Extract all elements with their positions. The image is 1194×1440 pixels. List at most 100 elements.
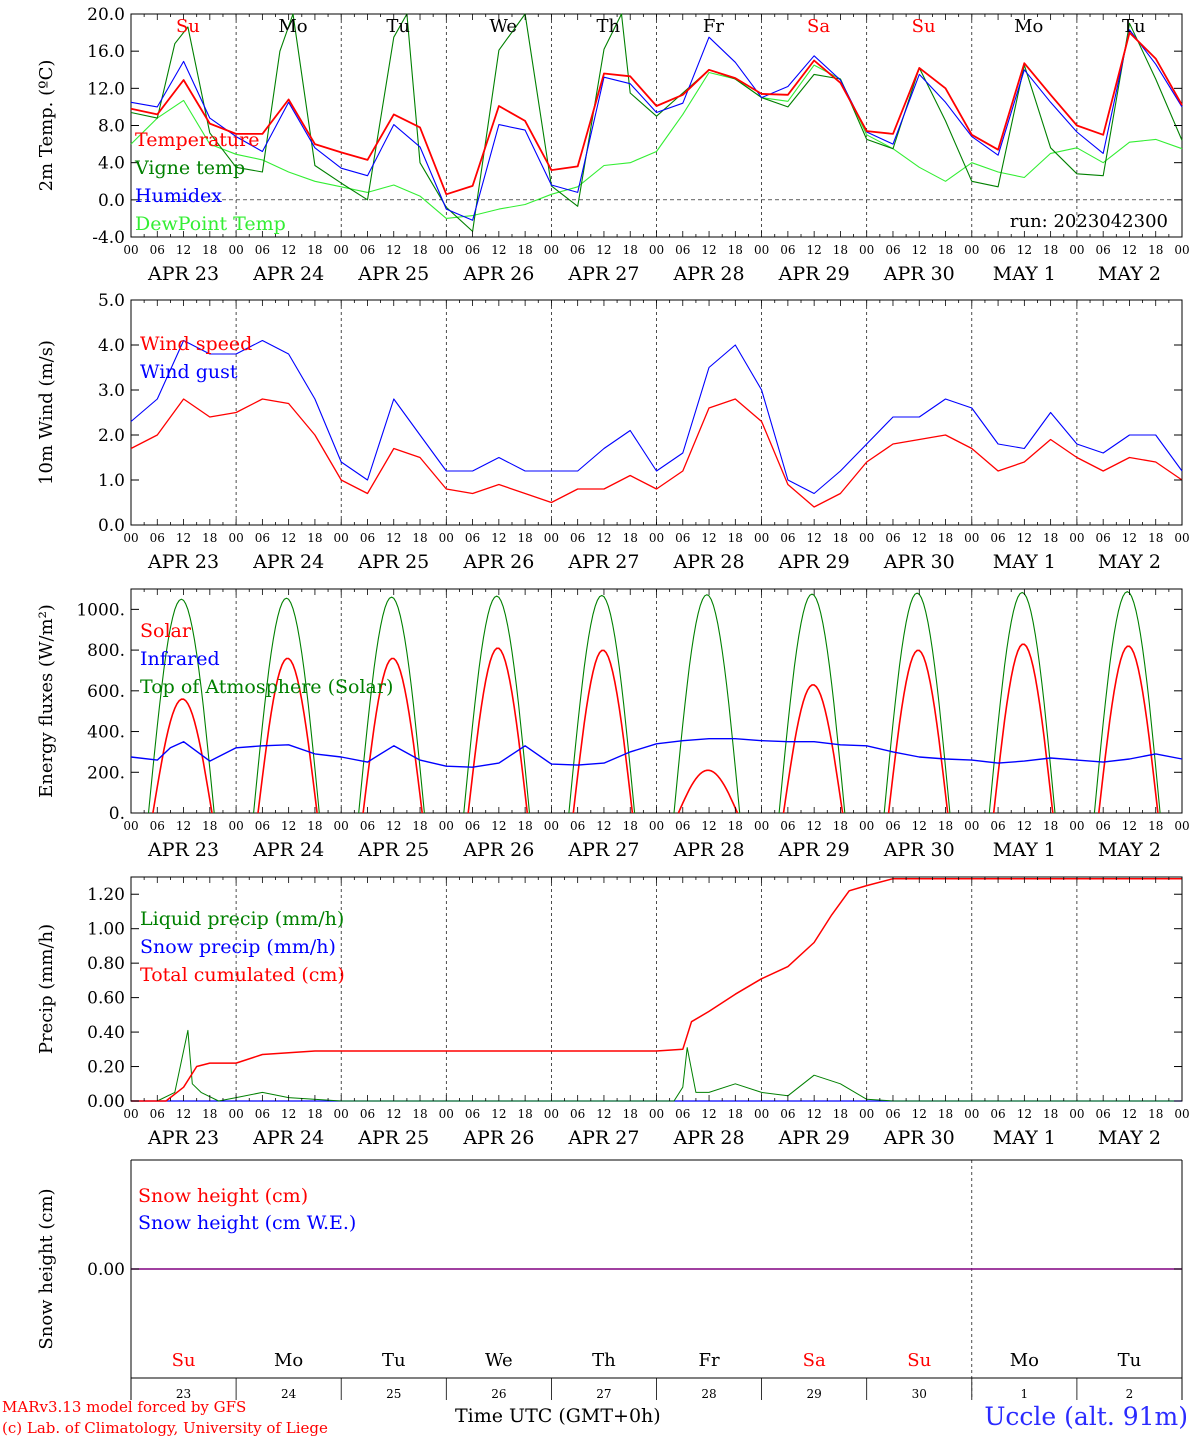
x-tick-label: 00: [544, 819, 559, 833]
x-tick-label: 00: [334, 243, 349, 257]
x-tick-label: 12: [1122, 243, 1137, 257]
x-tick-label: 06: [570, 1107, 585, 1121]
weekday-label: We: [485, 1350, 513, 1371]
x-tick-label: 18: [938, 819, 953, 833]
y-axis-label: Precip (mm/h): [36, 924, 57, 1054]
x-tick-label: 00: [649, 819, 664, 833]
x-tick-label: 18: [728, 819, 743, 833]
x-tick-label: 06: [1096, 531, 1111, 545]
x-tick-label: 06: [780, 243, 795, 257]
legend-entry: Liquid precip (mm/h): [140, 908, 344, 930]
y-tick-label: 1.0: [98, 471, 125, 491]
x-tick-label: 12: [1122, 531, 1137, 545]
y-tick-label: 4.0: [98, 336, 125, 356]
x-tick-label: 18: [833, 819, 848, 833]
x-tick-label: 12: [1017, 243, 1032, 257]
x-tick-label: 06: [675, 243, 690, 257]
x-tick-label: 12: [912, 1107, 927, 1121]
x-tick-label: 18: [412, 1107, 427, 1121]
x-tick-label: 00: [964, 531, 979, 545]
legend-entry: Top of Atmosphere (Solar): [140, 676, 393, 698]
date-label: APR 27: [567, 551, 639, 573]
date-label: APR 24: [252, 263, 324, 285]
y-tick-label: 800.: [87, 641, 125, 661]
x-tick-label: 06: [780, 1107, 795, 1121]
date-label: APR 30: [883, 839, 955, 861]
x-tick-label: 06: [990, 1107, 1005, 1121]
day-number-label: 2: [1126, 1387, 1134, 1401]
x-tick-label: 12: [386, 1107, 401, 1121]
x-tick-label: 12: [596, 531, 611, 545]
date-label: APR 26: [462, 263, 534, 285]
x-tick-label: 06: [570, 531, 585, 545]
x-tick-label: 18: [202, 819, 217, 833]
toa-solar-arc: [1093, 590, 1161, 814]
x-tick-label: 06: [465, 1107, 480, 1121]
x-tick-label: 00: [964, 1107, 979, 1121]
weekday-label: Mo: [1014, 16, 1043, 37]
day-number-label: 24: [281, 1387, 297, 1401]
x-tick-label: 00: [649, 1107, 664, 1121]
date-label: APR 29: [778, 551, 850, 573]
x-tick-label: 18: [938, 531, 953, 545]
x-tick-label: 12: [491, 1107, 506, 1121]
x-tick-label: 12: [491, 819, 506, 833]
x-tick-label: 06: [465, 819, 480, 833]
x-tick-label: 06: [465, 243, 480, 257]
x-tick-label: 00: [123, 243, 138, 257]
x-tick-label: 18: [623, 819, 638, 833]
toa-solar-arc: [147, 598, 215, 814]
x-tick-label: 06: [255, 243, 270, 257]
weekday-label: Su: [172, 1350, 196, 1371]
y-tick-label: 0.00: [87, 1260, 125, 1280]
weekday-label: Su: [176, 16, 200, 37]
y-tick-label: 1000.: [76, 600, 125, 620]
x-tick-label: 06: [990, 531, 1005, 545]
y-axis-label: Energy fluxes (W/m²): [36, 604, 57, 798]
x-tick-label: 00: [754, 819, 769, 833]
x-tick-label: 12: [386, 531, 401, 545]
date-label: MAY 1: [993, 263, 1056, 285]
legend-entry: Wind gust: [140, 361, 238, 383]
x-tick-label: 12: [596, 243, 611, 257]
date-label: MAY 2: [1098, 1127, 1161, 1149]
x-tick-label: 00: [334, 1107, 349, 1121]
date-label: APR 23: [147, 839, 219, 861]
weekday-label: Fr: [699, 1350, 720, 1371]
y-tick-label: 200.: [87, 763, 125, 783]
y-tick-label: 0.0: [98, 191, 125, 211]
legend-entry: Snow precip (mm/h): [140, 936, 336, 958]
x-tick-label: 18: [833, 1107, 848, 1121]
x-tick-label: 18: [202, 243, 217, 257]
series-line: [131, 877, 1182, 1102]
x-tick-label: 18: [412, 819, 427, 833]
x-tick-label: 12: [912, 531, 927, 545]
x-tick-label: 06: [1096, 819, 1111, 833]
x-tick-label: 18: [307, 819, 322, 833]
lab-credit-line: (c) Lab. of Climatology, University of L…: [2, 1419, 328, 1437]
station-name: Uccle (alt. 91m): [984, 1402, 1188, 1431]
x-tick-label: 00: [859, 819, 874, 833]
series-line: [130, 31, 1183, 196]
date-label: APR 27: [567, 839, 639, 861]
weekday-label: Mo: [278, 16, 307, 37]
date-label: APR 28: [673, 263, 745, 285]
x-tick-label: 18: [517, 819, 532, 833]
y-tick-label: 1.20: [87, 885, 125, 905]
y-tick-label: 5.0: [98, 291, 125, 311]
date-label: APR 23: [147, 1127, 219, 1149]
day-number-label: 30: [912, 1387, 927, 1401]
x-tick-label: 12: [596, 1107, 611, 1121]
toa-solar-arc: [463, 595, 531, 814]
legend-entry: Solar: [140, 620, 192, 642]
weekday-label: Mo: [274, 1350, 303, 1371]
weekday-label: Th: [592, 1350, 616, 1371]
x-tick-label: 06: [675, 1107, 690, 1121]
day-number-label: 25: [386, 1387, 401, 1401]
x-tick-label: 12: [912, 243, 927, 257]
x-tick-label: 18: [623, 531, 638, 545]
solar-arc: [362, 657, 423, 814]
date-label: APR 30: [883, 1127, 955, 1149]
x-tick-label: 12: [807, 243, 822, 257]
date-label: APR 28: [673, 839, 745, 861]
